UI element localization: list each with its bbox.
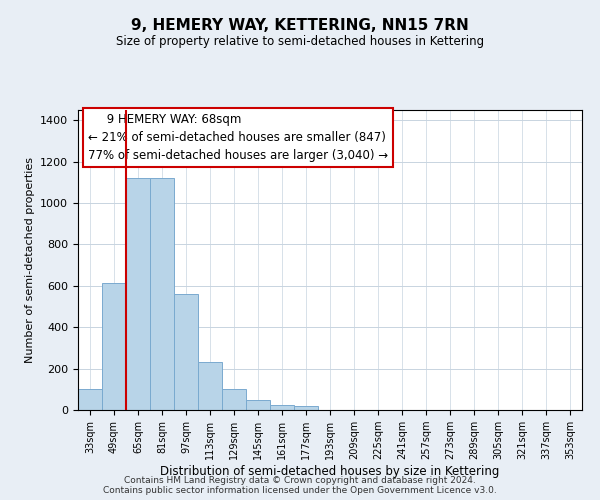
Bar [174,294,198,410]
X-axis label: Distribution of semi-detached houses by size in Kettering: Distribution of semi-detached houses by … [160,465,500,478]
Text: 9, HEMERY WAY, KETTERING, NN15 7RN: 9, HEMERY WAY, KETTERING, NN15 7RN [131,18,469,32]
Bar [126,178,150,410]
Bar [246,400,270,410]
Text: 9 HEMERY WAY: 68sqm
← 21% of semi-detached houses are smaller (847)
77% of semi-: 9 HEMERY WAY: 68sqm ← 21% of semi-detach… [88,113,388,162]
Text: Contains public sector information licensed under the Open Government Licence v3: Contains public sector information licen… [103,486,497,495]
Bar [198,362,222,410]
Y-axis label: Number of semi-detached properties: Number of semi-detached properties [25,157,35,363]
Bar [78,390,102,410]
Bar [294,406,318,410]
Bar [222,390,246,410]
Bar [102,283,126,410]
Text: Size of property relative to semi-detached houses in Kettering: Size of property relative to semi-detach… [116,35,484,48]
Text: Contains HM Land Registry data © Crown copyright and database right 2024.: Contains HM Land Registry data © Crown c… [124,476,476,485]
Bar [270,405,294,410]
Bar [150,178,174,410]
